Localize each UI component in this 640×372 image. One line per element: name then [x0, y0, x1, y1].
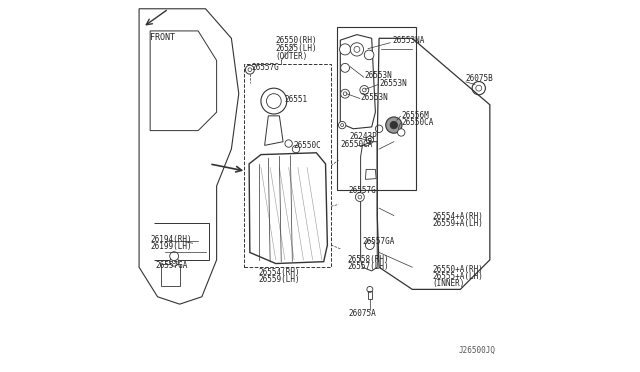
Text: 26553NA: 26553NA: [392, 36, 424, 45]
Text: 26559+A(LH): 26559+A(LH): [433, 219, 483, 228]
Text: 26553N: 26553N: [364, 71, 392, 80]
Text: 26553N: 26553N: [379, 79, 407, 88]
Text: 26550+A(RH): 26550+A(RH): [433, 264, 483, 273]
Circle shape: [476, 85, 482, 91]
Text: 26075B: 26075B: [466, 74, 493, 83]
Text: 26553N: 26553N: [360, 93, 388, 102]
Text: 26558(RH): 26558(RH): [348, 255, 389, 264]
Circle shape: [376, 125, 383, 132]
Circle shape: [365, 241, 374, 250]
Circle shape: [340, 44, 351, 55]
Circle shape: [339, 121, 346, 129]
Circle shape: [360, 86, 369, 94]
Circle shape: [261, 88, 287, 114]
Circle shape: [245, 65, 254, 74]
Circle shape: [343, 92, 347, 96]
Circle shape: [285, 140, 292, 147]
Circle shape: [390, 121, 397, 129]
Circle shape: [170, 252, 179, 260]
Text: 26559(LH): 26559(LH): [259, 275, 300, 283]
Text: FRONT: FRONT: [150, 33, 175, 42]
Circle shape: [340, 89, 349, 98]
Text: 26194(RH): 26194(RH): [150, 235, 192, 244]
Text: 26557GA: 26557GA: [156, 261, 188, 270]
Text: 26557G: 26557G: [349, 186, 376, 195]
Circle shape: [170, 257, 179, 266]
Circle shape: [172, 260, 176, 263]
Circle shape: [266, 94, 281, 109]
Text: 26550CA: 26550CA: [340, 140, 373, 149]
Circle shape: [362, 88, 366, 92]
Text: 26075A: 26075A: [349, 309, 376, 318]
Text: 26550(RH): 26550(RH): [276, 36, 317, 45]
Circle shape: [340, 63, 349, 72]
Circle shape: [358, 195, 362, 199]
Circle shape: [367, 286, 372, 292]
Text: 26556M: 26556M: [401, 110, 429, 120]
Circle shape: [354, 46, 360, 52]
Circle shape: [350, 43, 364, 56]
Circle shape: [369, 138, 371, 141]
Circle shape: [397, 129, 405, 136]
Text: 26557GA: 26557GA: [362, 237, 395, 246]
Circle shape: [355, 193, 364, 202]
Text: (INNER): (INNER): [433, 279, 465, 288]
Text: 26557(LH): 26557(LH): [348, 262, 389, 271]
Circle shape: [364, 50, 374, 60]
Text: 26550C: 26550C: [293, 141, 321, 150]
Circle shape: [340, 124, 344, 126]
Text: 26551: 26551: [285, 95, 308, 104]
Circle shape: [472, 81, 485, 95]
Circle shape: [292, 145, 300, 153]
Text: 26554(RH): 26554(RH): [259, 268, 300, 277]
Circle shape: [386, 117, 402, 133]
Text: 26555(LH): 26555(LH): [276, 44, 317, 53]
Circle shape: [366, 136, 374, 144]
Text: 26555+A(LH): 26555+A(LH): [433, 272, 483, 281]
Text: J26500JQ: J26500JQ: [458, 346, 495, 355]
Text: 26243P: 26243P: [349, 132, 378, 141]
Text: 26554+A(RH): 26554+A(RH): [433, 212, 483, 221]
Circle shape: [248, 68, 252, 71]
Text: 26550CA: 26550CA: [401, 118, 434, 127]
Text: 26199(LH): 26199(LH): [150, 243, 192, 251]
Text: 26557G: 26557G: [252, 63, 280, 72]
Text: (OUTER): (OUTER): [276, 52, 308, 61]
